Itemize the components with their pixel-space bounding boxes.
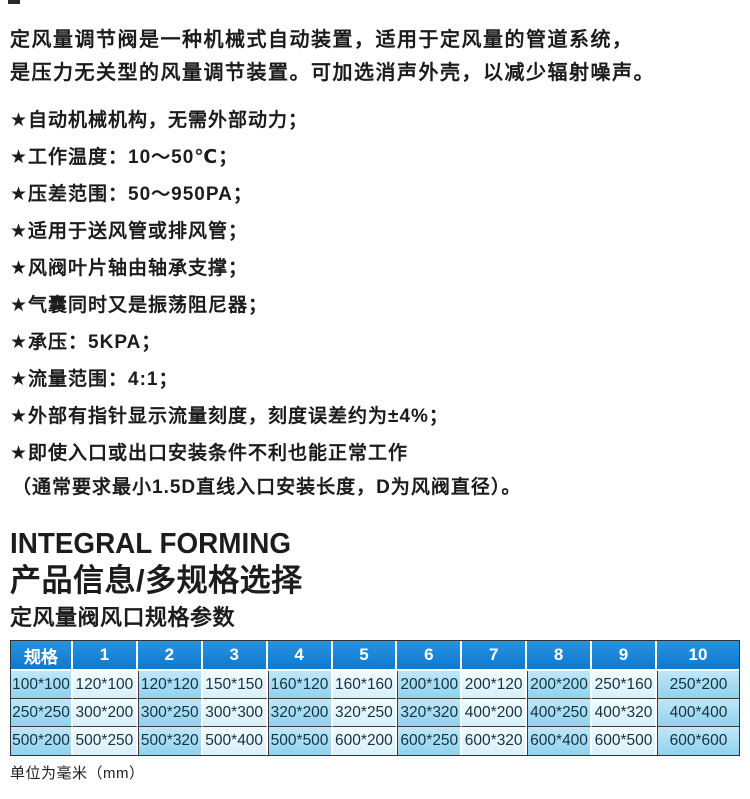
decorative-mark [8, 0, 20, 4]
table-row: 500*200 500*250 500*320 500*400 500*500 600*2… [11, 727, 739, 755]
spec-column-header: 8 [527, 641, 592, 671]
spec-cell: 400*320 [592, 699, 657, 727]
spec-cell: 600*200 [332, 727, 398, 755]
feature-item: ★自动机械机构，无需外部动力； [10, 110, 309, 131]
spec-cell: 500*500 [267, 727, 333, 755]
spec-cell: 400*250 [527, 699, 592, 727]
spec-cell: 250*250 [11, 699, 73, 727]
spec-table-header-row: 规格 1 2 3 4 5 6 7 8 9 10 [11, 641, 739, 671]
spec-column-header: 2 [137, 641, 203, 671]
spec-column-header: 3 [202, 641, 268, 671]
spec-cell: 500*320 [137, 727, 203, 755]
heading-spec-params: 定风量阀风口规格参数 [10, 605, 236, 630]
spec-column-header: 规格 [11, 641, 73, 671]
spec-cell: 600*400 [527, 727, 592, 755]
spec-cell: 320*200 [267, 699, 333, 727]
spec-cell: 400*400 [657, 699, 739, 727]
feature-item: ★工作温度：10～50℃； [10, 147, 239, 168]
table-row: 250*250 300*200 300*250 300*300 320*200 320*2… [11, 699, 739, 727]
heading-english: INTEGRAL FORMING [10, 528, 291, 560]
spec-cell: 100*100 [11, 671, 73, 699]
unit-note: 单位为毫米（mm） [10, 765, 145, 782]
feature-item: ★风阀叶片轴由轴承支撑； [10, 258, 249, 279]
intro-line-1: 定风量调节阀是一种机械式自动装置，适用于定风量的管道系统， [10, 29, 634, 51]
spec-cell: 250*160 [592, 671, 657, 699]
spec-column-header: 5 [332, 641, 398, 671]
feature-item: ★适用于送风管或排风管； [10, 221, 249, 242]
spec-column-header: 1 [73, 641, 138, 671]
feature-list: ★自动机械机构，无需外部动力； ★工作温度：10～50℃； ★压差范围：50～950… [10, 102, 740, 506]
spec-cell: 250*200 [657, 671, 739, 699]
intro-line-2: 是压力无关型的风量调节装置。可加选消声外壳，以减少辐射噪声。 [10, 62, 655, 84]
spec-column-header: 10 [657, 641, 739, 671]
spec-cell: 160*160 [332, 671, 398, 699]
intro-paragraph: 定风量调节阀是一种机械式自动装置，适用于定风量的管道系统， 是压力无关型的风量调… [10, 24, 740, 90]
spec-cell: 500*250 [73, 727, 138, 755]
table-row: 100*100 120*100 120*120 150*150 160*120 160*1… [11, 671, 739, 699]
spec-cell: 200*100 [397, 671, 463, 699]
feature-item: ★承压：5KPA； [10, 332, 162, 353]
feature-item: ★压差范围：50～950PA； [10, 184, 253, 205]
spec-table: 规格 1 2 3 4 5 6 7 8 9 10 100*100 120*100 120*120 150*1… [10, 640, 740, 756]
spec-cell: 200*120 [462, 671, 528, 699]
spec-column-header: 4 [267, 641, 333, 671]
spec-cell: 200*200 [527, 671, 592, 699]
spec-table-body: 100*100 120*100 120*120 150*150 160*120 160*1… [11, 671, 739, 755]
feature-item: ★流量范围：4:1； [10, 369, 179, 390]
spec-cell: 600*250 [397, 727, 463, 755]
spec-cell: 600*320 [462, 727, 528, 755]
feature-item: ★外部有指针显示流量刻度，刻度误差约为±4%； [10, 406, 449, 427]
section-headings: INTEGRAL FORMING 产品信息/多规格选择 定风量阀风口规格参数 [10, 528, 740, 633]
feature-item: ★气囊同时又是振荡阻尼器； [10, 295, 269, 316]
spec-column-header: 6 [397, 641, 463, 671]
feature-note: （通常要求最小1.5D直线入口安装长度，D为风阀直径）。 [12, 477, 522, 498]
spec-cell: 300*250 [137, 699, 203, 727]
spec-cell: 150*150 [202, 671, 268, 699]
spec-cell: 600*600 [657, 727, 739, 755]
spec-cell: 120*120 [137, 671, 203, 699]
spec-cell: 600*500 [592, 727, 657, 755]
spec-cell: 320*320 [397, 699, 463, 727]
spec-cell: 500*200 [11, 727, 73, 755]
spec-cell: 300*300 [202, 699, 268, 727]
spec-cell: 300*200 [73, 699, 138, 727]
spec-cell: 400*200 [462, 699, 528, 727]
spec-cell: 320*250 [332, 699, 398, 727]
spec-cell: 120*100 [73, 671, 138, 699]
spec-column-header: 9 [592, 641, 657, 671]
spec-cell: 500*400 [202, 727, 268, 755]
heading-product-info: 产品信息/多规格选择 [10, 563, 303, 598]
spec-table-head: 规格 1 2 3 4 5 6 7 8 9 10 [11, 641, 739, 671]
spec-cell: 160*120 [267, 671, 333, 699]
feature-item: ★即使入口或出口安装条件不利也能正常工作 [10, 443, 409, 464]
spec-column-header: 7 [462, 641, 528, 671]
